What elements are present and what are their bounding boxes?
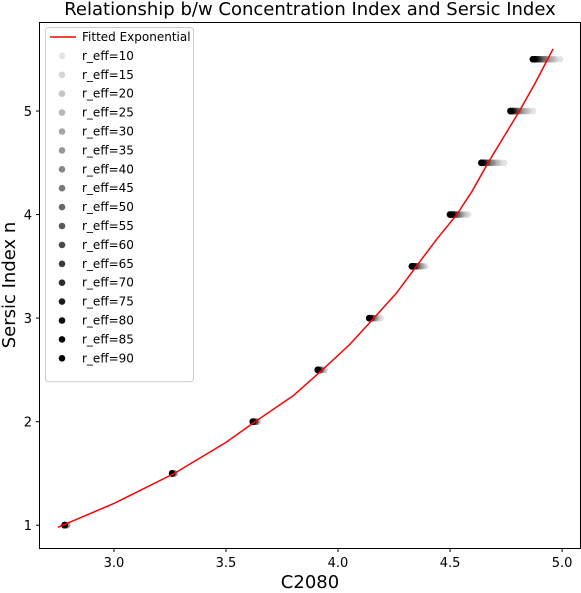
legend-label: r_eff=20	[82, 87, 134, 101]
legend-marker	[59, 355, 66, 362]
legend-label: r_eff=70	[82, 276, 134, 290]
chart-title: Relationship b/w Concentration Index and…	[64, 0, 556, 20]
data-point	[507, 108, 514, 115]
legend-marker	[59, 90, 66, 97]
legend-label: r_eff=10	[82, 49, 134, 63]
x-tick-label: 5.0	[552, 556, 573, 571]
x-axis: 3.0 3.5 4.0 4.5 5.0	[104, 548, 573, 571]
x-tick-label: 4.0	[328, 556, 349, 571]
legend-label: r_eff=65	[82, 257, 134, 271]
legend-label: r_eff=45	[82, 181, 134, 195]
legend-label: r_eff=50	[82, 200, 134, 214]
legend-marker	[59, 147, 66, 154]
legend-marker	[59, 336, 66, 343]
x-axis-label: C2080	[281, 572, 339, 593]
y-tick-label: 5	[24, 105, 32, 120]
y-tick-label: 1	[24, 519, 32, 534]
y-tick-label: 4	[24, 209, 32, 224]
legend-marker	[59, 223, 66, 230]
data-point	[530, 56, 537, 63]
data-point	[447, 211, 454, 218]
legend-marker	[59, 261, 66, 268]
y-axis: 1 2 3 4 5	[24, 105, 40, 534]
legend-marker	[59, 242, 66, 249]
legend-label: r_eff=85	[82, 332, 134, 346]
legend-label: r_eff=30	[82, 125, 134, 139]
legend-marker	[59, 185, 66, 192]
legend-label: r_eff=35	[82, 143, 134, 157]
legend-label: r_eff=90	[82, 351, 134, 365]
x-tick-label: 4.5	[440, 556, 461, 571]
legend-label: r_eff=60	[82, 238, 134, 252]
data-point	[478, 159, 485, 166]
legend-marker	[59, 109, 66, 116]
legend-label: r_eff=80	[82, 314, 134, 328]
legend-label: Fitted Exponential	[82, 30, 191, 44]
x-tick-label: 3.0	[104, 556, 125, 571]
legend-marker	[59, 298, 66, 305]
legend-marker	[59, 317, 66, 324]
y-axis-label: Sersic Index n	[0, 222, 20, 349]
legend-marker	[59, 166, 66, 173]
y-tick-label: 2	[24, 416, 32, 431]
legend-label: r_eff=75	[82, 295, 134, 309]
legend-label: r_eff=40	[82, 162, 134, 176]
x-tick-label: 3.5	[216, 556, 237, 571]
legend-marker	[59, 53, 66, 60]
y-tick-label: 3	[24, 312, 32, 327]
legend-marker	[59, 279, 66, 286]
legend-label: r_eff=55	[82, 219, 134, 233]
legend: Fitted Exponential r_eff=10 r_eff=15 r_eff=…	[46, 28, 194, 382]
legend-label: r_eff=15	[82, 68, 134, 82]
legend-marker	[59, 204, 66, 211]
legend-label: r_eff=25	[82, 106, 134, 120]
legend-marker	[59, 128, 66, 135]
legend-marker	[59, 72, 66, 79]
